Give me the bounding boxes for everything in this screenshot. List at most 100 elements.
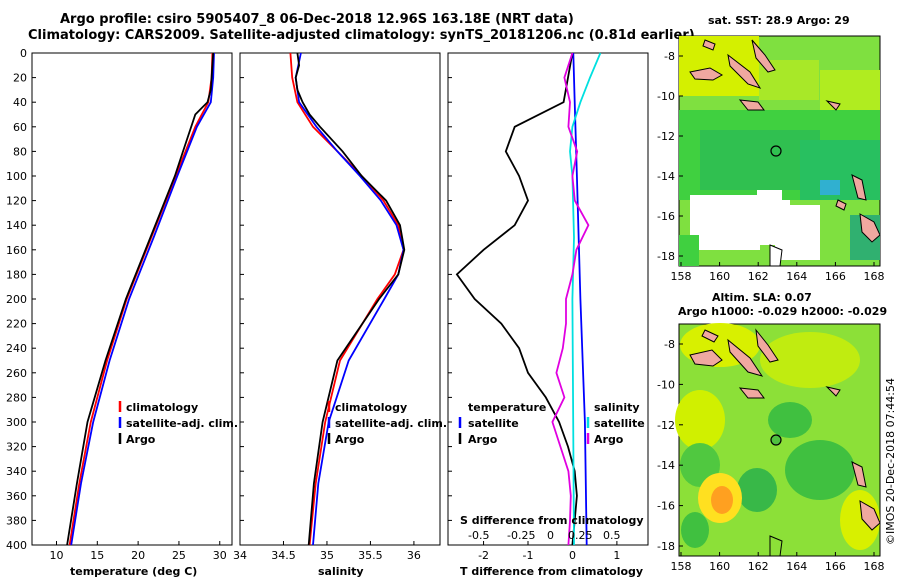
series-line-satellite-adj-clim- — [70, 52, 215, 546]
x-tick-label: 20 — [131, 549, 145, 562]
island-shapes — [689, 39, 881, 267]
depth-tick-label: 260 — [6, 367, 27, 380]
s-tick-label: 0 — [547, 529, 554, 542]
depth-tick-label: 20 — [13, 72, 27, 85]
salinity-axes-frame — [239, 52, 441, 546]
depth-tick-label: 200 — [6, 293, 27, 306]
map-y-tick-label: -8 — [664, 338, 675, 351]
legend-argo-label: Argo — [126, 433, 156, 446]
legend-t-argo-label: Argo — [468, 433, 498, 446]
s-tick-label: -0.5 — [468, 529, 489, 542]
map-x-tick-label: 168 — [864, 560, 885, 573]
depth-tick-label: 360 — [6, 490, 27, 503]
argo-location-marker — [770, 145, 782, 157]
map-y-tick-label: -14 — [657, 170, 675, 183]
s-tick-label: 0.25 — [568, 529, 593, 542]
depth-tick-label: 280 — [6, 391, 27, 404]
depth-tick-label: 140 — [6, 219, 27, 232]
series-line-satellite-adj-clim- — [294, 52, 405, 546]
depth-tick-label: 380 — [6, 514, 27, 527]
depth-tick-label: 180 — [6, 268, 27, 281]
sst-map-ticks: 158 160 162 164 166 168 -8 -10 -12 -14 -16 -18 — [657, 50, 884, 283]
map-x-tick-label: 160 — [709, 560, 730, 573]
map-y-tick-label: -16 — [657, 210, 675, 223]
legend-argo-label: Argo — [335, 433, 365, 446]
depth-tick-label: 160 — [6, 244, 27, 257]
map-x-tick-label: 166 — [825, 270, 846, 283]
map-x-tick-label: 164 — [786, 560, 807, 573]
temperature-legend: climatology satellite-adj. clim. Argo — [118, 401, 238, 446]
figure-title-line-2: Climatology: CARS2009. Satellite-adjuste… — [28, 28, 695, 43]
depth-tick-label: 60 — [13, 121, 27, 134]
temperature-axes-frame — [31, 52, 233, 546]
depth-tick-label: 340 — [6, 465, 27, 478]
depth-tick-label: 240 — [6, 342, 27, 355]
series-line-s-satellite — [569, 52, 602, 546]
sst-map: 158 160 162 164 166 168 -8 -10 -12 -14 -16 -18 — [657, 35, 885, 283]
map-y-tick-label: -14 — [657, 459, 675, 472]
figure-title-line-1: Argo profile: csiro 5905407_8 06-Dec-201… — [60, 12, 574, 27]
depth-tick-label: 100 — [6, 170, 27, 183]
map-x-tick-label: 158 — [671, 270, 692, 283]
sla-map: 158 160 162 164 166 168 -8 -10 -12 -14 -16 -18 — [657, 323, 885, 573]
legend-salinity-title: salinity — [594, 401, 640, 414]
x-tick-label: 35 — [320, 549, 334, 562]
temperature-lines — [32, 52, 215, 546]
legend-t-satellite-label: satellite — [468, 417, 519, 430]
island-shapes — [689, 328, 881, 557]
depth-tick-label: 320 — [6, 441, 27, 454]
difference-axes-frame — [447, 52, 649, 546]
map-x-tick-label: 168 — [864, 270, 885, 283]
legend-s-argo-label: Argo — [594, 433, 624, 446]
series-line-s-argo — [551, 52, 590, 546]
depth-tick-label: 120 — [6, 195, 27, 208]
sla-field — [675, 323, 880, 550]
salinity-xlabel: salinity — [318, 565, 364, 578]
x-tick-label: 34.5 — [271, 549, 296, 562]
salinity-panel: 34 34.5 35 35.5 36 salinity climatology sate… — [233, 52, 447, 578]
difference-panel: -2 -1 0 1 T difference from climatology S d… — [447, 52, 649, 578]
x-tick-label: -2 — [478, 549, 489, 562]
x-tick-label: 30 — [213, 549, 227, 562]
map-x-tick-label: 164 — [786, 270, 807, 283]
map-y-tick-label: -12 — [657, 130, 675, 143]
legend-climatology-label: climatology — [335, 401, 407, 414]
map-y-tick-label: -16 — [657, 500, 675, 513]
map-x-tick-label: 166 — [825, 560, 846, 573]
map-x-tick-label: 162 — [748, 270, 769, 283]
map-x-tick-label: 160 — [709, 270, 730, 283]
s-tick-label: 0.5 — [603, 529, 621, 542]
series-line-argo — [66, 52, 215, 546]
depth-tick-label: 40 — [13, 96, 27, 109]
x-tick-label: -1 — [523, 549, 534, 562]
salinity-legend: climatology satellite-adj. clim. Argo — [327, 401, 447, 446]
x-tick-label: 10 — [49, 549, 63, 562]
depth-tick-label: 0 — [20, 47, 27, 60]
map-y-tick-label: -18 — [657, 540, 675, 553]
series-line-argo — [294, 52, 406, 546]
map-y-tick-label: -8 — [664, 50, 675, 63]
x-tick-label: 1 — [613, 549, 620, 562]
legend-climatology-label: climatology — [126, 401, 198, 414]
x-tick-label: 34 — [233, 549, 247, 562]
sla-map-title-line-1: Altim. SLA: 0.07 — [712, 291, 812, 304]
salinity-diff-axis-label: S difference from climatology — [460, 514, 644, 527]
map-y-tick-label: -10 — [657, 378, 675, 391]
temperature-xlabel: temperature (deg C) — [70, 565, 197, 578]
salinity-x-axis: 34 34.5 35 35.5 36 — [233, 541, 421, 562]
legend-satellite-label: satellite-adj. clim. — [126, 417, 238, 430]
map-x-tick-label: 158 — [671, 560, 692, 573]
x-tick-label: 0 — [569, 549, 576, 562]
difference-lines — [448, 52, 602, 546]
series-line-t-satellite — [572, 52, 588, 546]
temperature-panel: 0 20 40 60 80 100 120 140 160 180 200 220 240 260 280 3… — [6, 47, 238, 578]
argo-location-marker — [770, 434, 782, 446]
series-line-t-argo — [455, 52, 578, 546]
x-tick-label: 25 — [172, 549, 186, 562]
legend-s-satellite-label: satellite — [594, 417, 645, 430]
legend-satellite-label: satellite-adj. clim. — [335, 417, 447, 430]
depth-tick-label: 220 — [6, 318, 27, 331]
map-y-tick-label: -10 — [657, 90, 675, 103]
